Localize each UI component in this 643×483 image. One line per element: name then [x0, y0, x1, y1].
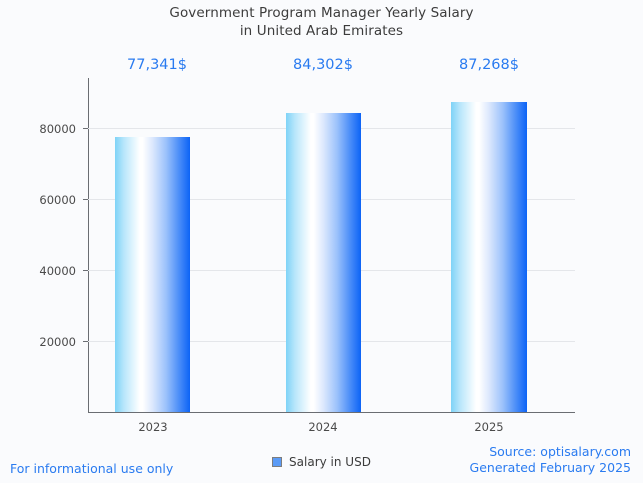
source-text: Source: optisalary.com [489, 444, 631, 459]
y-tick-mark-60000 [83, 199, 88, 201]
source-block: Source: optisalary.com Generated Februar… [470, 444, 631, 476]
bar-2023[interactable] [115, 137, 190, 412]
legend-color-swatch-icon [272, 457, 283, 467]
x-tick-label-2024: 2024 [308, 420, 338, 434]
y-axis-line [88, 78, 89, 412]
y-tick-label-60000: 60000 [39, 193, 76, 208]
bar-value-label-2024: 84,302$ [293, 57, 353, 73]
legend-item-label[interactable]: Salary in USD [289, 455, 371, 469]
y-tick-label-40000: 40000 [39, 264, 76, 279]
bar-2024[interactable] [286, 112, 361, 412]
chart-title-line-1: Government Program Manager Yearly Salary [169, 5, 474, 21]
x-tick-label-2025: 2025 [474, 420, 504, 434]
generated-date-text: Generated February 2025 [469, 460, 631, 475]
chart-title: Government Program Manager Yearly Salary… [0, 4, 643, 40]
chart-legend: Salary in USD [0, 455, 643, 469]
chart-title-line-2: in United Arab Emirates [239, 23, 404, 39]
y-tick-label-80000: 80000 [39, 122, 76, 137]
disclaimer-text: For informational use only [10, 461, 174, 476]
bar-value-label-2023: 77,341$ [127, 57, 187, 73]
y-tick-mark-80000 [83, 128, 88, 130]
y-tick-label-20000: 20000 [39, 335, 76, 350]
bar-2025[interactable] [451, 102, 527, 412]
y-tick-mark-40000 [83, 270, 88, 272]
x-tick-label-2023: 2023 [138, 420, 168, 434]
y-tick-mark-20000 [83, 341, 88, 343]
bar-value-label-2025: 87,268$ [459, 57, 519, 73]
plot-area: 80000 60000 40000 20000 [39, 78, 575, 413]
x-axis-line [88, 412, 575, 413]
